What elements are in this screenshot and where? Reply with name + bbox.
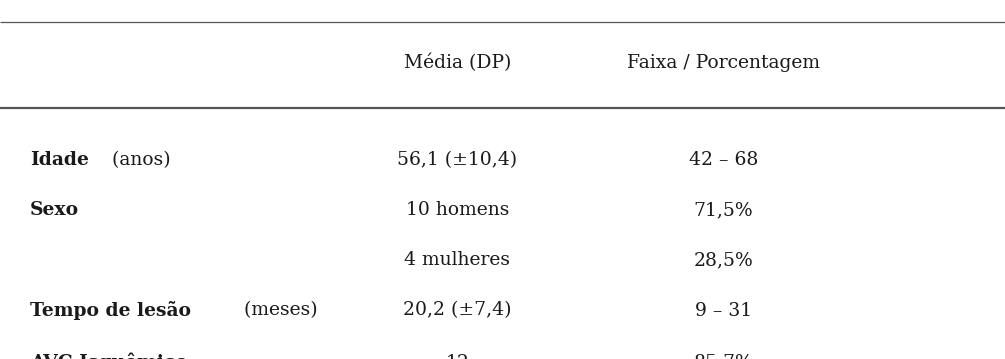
Text: (anos): (anos) xyxy=(107,151,171,169)
Text: AVC Isquêmico: AVC Isquêmico xyxy=(30,353,188,359)
Text: 85,7%: 85,7% xyxy=(693,354,754,359)
Text: 9 – 31: 9 – 31 xyxy=(695,302,752,320)
Text: 28,5%: 28,5% xyxy=(693,251,754,269)
Text: 4 mulheres: 4 mulheres xyxy=(404,251,511,269)
Text: 20,2 (±7,4): 20,2 (±7,4) xyxy=(403,302,512,320)
Text: Sexo: Sexo xyxy=(30,201,79,219)
Text: Tempo de lesão: Tempo de lesão xyxy=(30,301,191,320)
Text: 71,5%: 71,5% xyxy=(693,201,754,219)
Text: Idade: Idade xyxy=(30,151,89,169)
Text: 56,1 (±10,4): 56,1 (±10,4) xyxy=(397,151,518,169)
Text: (meses): (meses) xyxy=(238,302,318,320)
Text: Média (DP): Média (DP) xyxy=(404,53,511,72)
Text: Faixa / Porcentagem: Faixa / Porcentagem xyxy=(627,54,820,72)
Text: 42 – 68: 42 – 68 xyxy=(688,151,759,169)
Text: 10 homens: 10 homens xyxy=(406,201,509,219)
Text: 12: 12 xyxy=(445,354,469,359)
